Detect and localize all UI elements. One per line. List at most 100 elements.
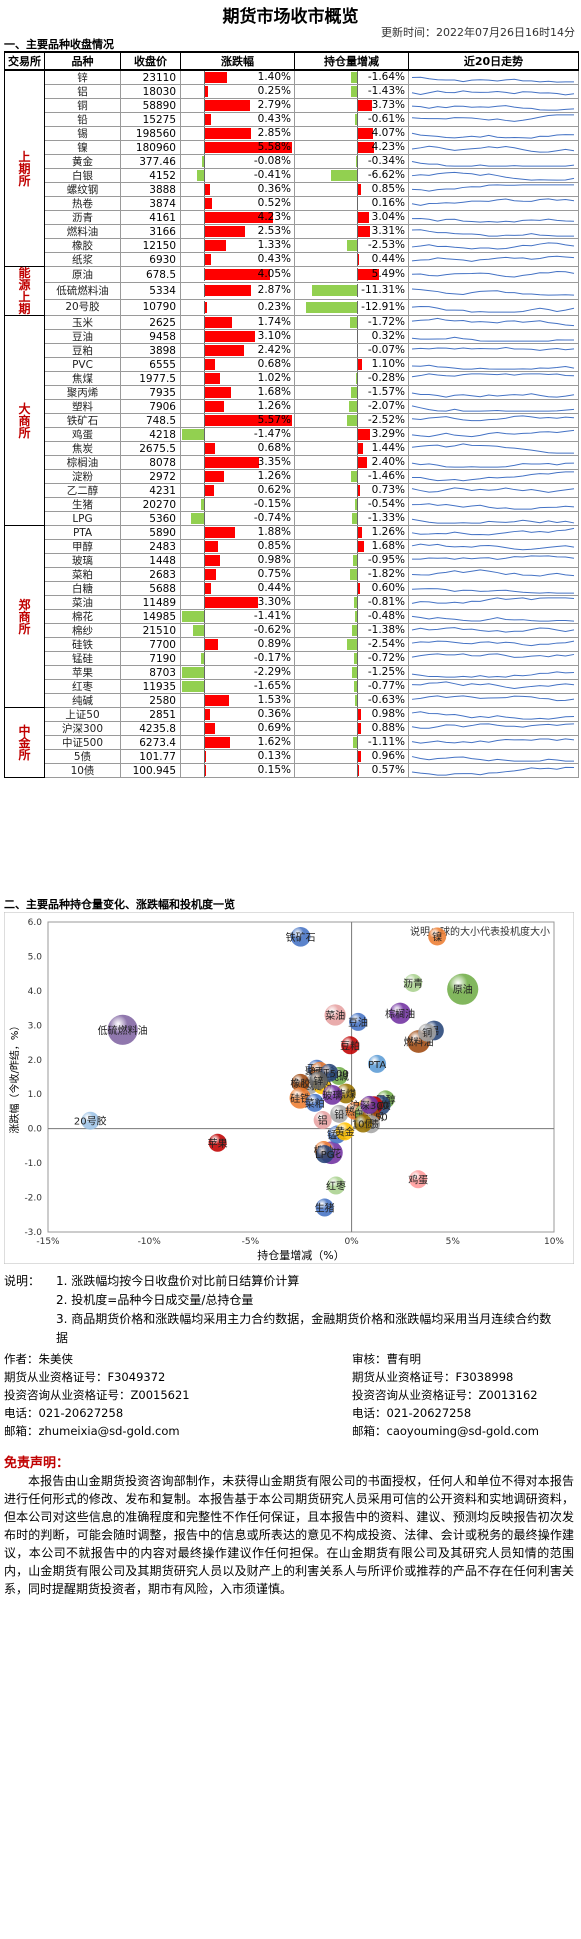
reviewer-email[interactable]: 邮箱：caoyouming@sd-gold.com [352,1424,540,1438]
oi-bar [351,471,358,482]
change-bar [203,751,206,762]
table-row: 20号胶 10790 0.23% -12.91% [5,298,579,317]
oi-text: 3.73% [371,99,405,112]
sparkline [411,161,575,167]
y-axis-label: 涨跌幅（今收/昨结，%） [8,1021,21,1134]
exchange-cell: 中金所 [4,707,45,778]
sparkline [411,503,575,510]
bubble-20号胶 [81,1111,100,1130]
price-cell: 3874 [120,196,181,211]
header-oi: 持仓量增减 [294,51,409,71]
name-cell: 镍 [44,140,121,155]
price-cell: 3898 [120,343,181,358]
name-cell: 螺纹钢 [44,182,121,197]
oi-bar [351,86,358,97]
name-cell: 20号胶 [44,298,121,317]
oi-bar [357,226,371,237]
oi-bar [351,513,358,524]
x-tick-label: -10% [138,1237,162,1247]
oi-text: -2.52% [367,414,405,427]
change-text: -0.17% [253,652,291,665]
change-bar [203,128,251,139]
name-cell: 燃料油 [44,224,121,239]
name-cell: 橡胶 [44,238,121,253]
name-cell: 棕榈油 [44,455,121,470]
table-row: 热卷 3874 0.52% 0.16% [5,196,579,211]
oi-text: -11.31% [361,284,405,297]
table-row: 纯碱 2580 1.53% -0.63% [5,693,579,708]
author-name: 作者：朱美侠 [4,1352,73,1366]
bubble-棕榈油 [389,1002,411,1024]
oi-bar [347,240,358,251]
oi-bar [350,317,358,328]
oi-bar [353,555,358,566]
bubble-苹果 [208,1133,227,1152]
reviewer-advisory-license: 投资咨询从业资格证号：Z0013162 [352,1388,538,1402]
sparkline [411,405,575,412]
change-bar [203,212,274,223]
x-tick-label: -15% [36,1237,60,1247]
sparkline [411,555,575,560]
table-row: 燃料油 3166 2.53% 3.31% [5,224,579,239]
sparkline [411,681,575,689]
notes: 说明： 1. 涨跌幅均按今日收盘价对比前日结算价计算 2. 投机度=品种今日成交量… [4,1272,556,1348]
sparkline [411,429,575,438]
change-bar [203,301,208,313]
change-bar [182,611,204,622]
bubble-label: 豆粕 [340,1039,360,1052]
change-bar [203,401,225,412]
sparkline [411,738,575,744]
price-cell: 5688 [120,581,181,596]
oi-text: -1.33% [367,512,405,525]
sparkline [411,695,575,702]
oi-text: -1.72% [367,316,405,329]
price-cell: 58890 [120,98,181,113]
change-text: 0.36% [257,183,291,196]
change-text: 5.58% [257,141,291,154]
name-cell: LPG [44,511,121,526]
sparkline [411,242,575,250]
oi-text: -1.11% [367,736,405,749]
exchange-cell: 大商所 [4,315,45,526]
sparkline [411,443,574,454]
name-cell: 红枣 [44,679,121,694]
bubble-菜油 [324,1004,346,1026]
bubble-label: 铅 [334,1108,344,1121]
bubble-原油 [447,973,479,1005]
oi-text: -0.61% [367,113,405,126]
name-cell: 锰硅 [44,651,121,666]
sparkline [411,462,575,468]
sparkline [411,527,575,536]
table-row: 菜粕 2683 0.75% -1.82% [5,567,579,582]
sparkline [411,711,575,720]
author-email[interactable]: 邮箱：zhumeixia@sd-gold.com [4,1424,180,1438]
oi-text: 3.29% [371,428,405,441]
name-cell: 甲醇 [44,539,121,554]
sparkline [411,627,575,633]
sparkline [411,255,575,262]
oi-bar [357,100,373,111]
price-cell: 2580 [120,693,181,708]
price-cell: 100.945 [120,763,181,778]
change-bar [200,653,204,664]
bubble-豆油 [349,1012,368,1031]
change-bar [203,569,216,580]
y-tick-label: -3.0 [24,1228,42,1238]
note-3: 3. 商品期货价格和涨跌幅均采用主力合约数据，金融期货价格和涨跌幅均采用当月连续… [56,1312,552,1345]
table-row: 白糖 5688 0.44% 0.60% [5,581,579,596]
table-row: 黄金 377.46 -0.08% -0.34% [5,154,579,169]
table-row: 中证500 6273.4 1.62% -1.11% [5,735,579,750]
bubble-label: 沥青 [403,977,423,990]
x-tick-label: 10% [544,1237,564,1247]
bubble-label: 鸡蛋 [408,1173,428,1186]
change-text: 1.74% [257,316,291,329]
table-row: 棉花 14985 -1.41% -0.48% [5,609,579,624]
oi-text: 0.32% [371,330,405,343]
name-cell: 玉米 [44,315,121,330]
table-row: 乙二醇 4231 0.62% 0.73% [5,483,579,498]
table-row: 豆粕 3898 2.42% -0.07% [5,343,579,358]
change-text: 2.79% [257,99,291,112]
price-cell: 8703 [120,665,181,680]
name-cell: 玻璃 [44,553,121,568]
exchange-label: 能源上期 [18,266,31,316]
